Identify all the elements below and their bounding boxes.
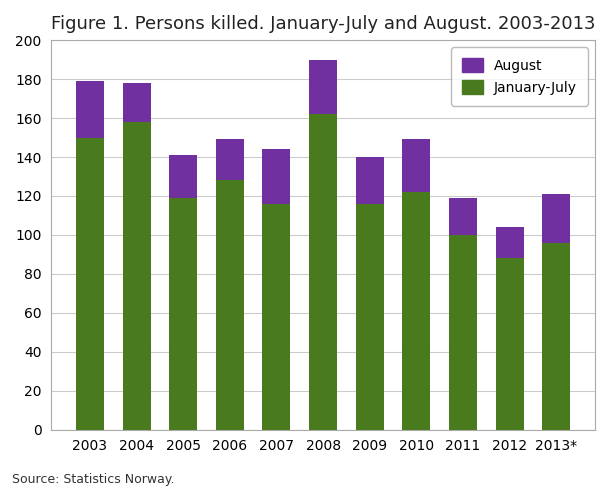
Bar bbox=[403, 140, 431, 192]
Bar bbox=[542, 243, 570, 430]
Bar bbox=[309, 114, 337, 430]
Bar bbox=[123, 122, 151, 430]
Text: Source: Statistics Norway.: Source: Statistics Norway. bbox=[12, 473, 174, 486]
Bar bbox=[356, 204, 384, 430]
Bar bbox=[542, 194, 570, 243]
Bar bbox=[216, 181, 244, 430]
Bar bbox=[76, 81, 104, 138]
Bar bbox=[496, 227, 523, 258]
Bar bbox=[169, 198, 197, 430]
Bar bbox=[123, 83, 151, 122]
Bar bbox=[496, 258, 523, 430]
Bar bbox=[356, 157, 384, 204]
Bar bbox=[449, 198, 477, 235]
Legend: August, January-July: August, January-July bbox=[451, 47, 588, 106]
Bar bbox=[76, 138, 104, 430]
Bar bbox=[403, 192, 431, 430]
Bar bbox=[449, 235, 477, 430]
Bar bbox=[262, 149, 290, 204]
Bar bbox=[216, 140, 244, 181]
Bar bbox=[169, 155, 197, 198]
Bar bbox=[309, 60, 337, 114]
Bar bbox=[262, 204, 290, 430]
Text: Figure 1. Persons killed. January-July and August. 2003-2013: Figure 1. Persons killed. January-July a… bbox=[51, 15, 596, 33]
